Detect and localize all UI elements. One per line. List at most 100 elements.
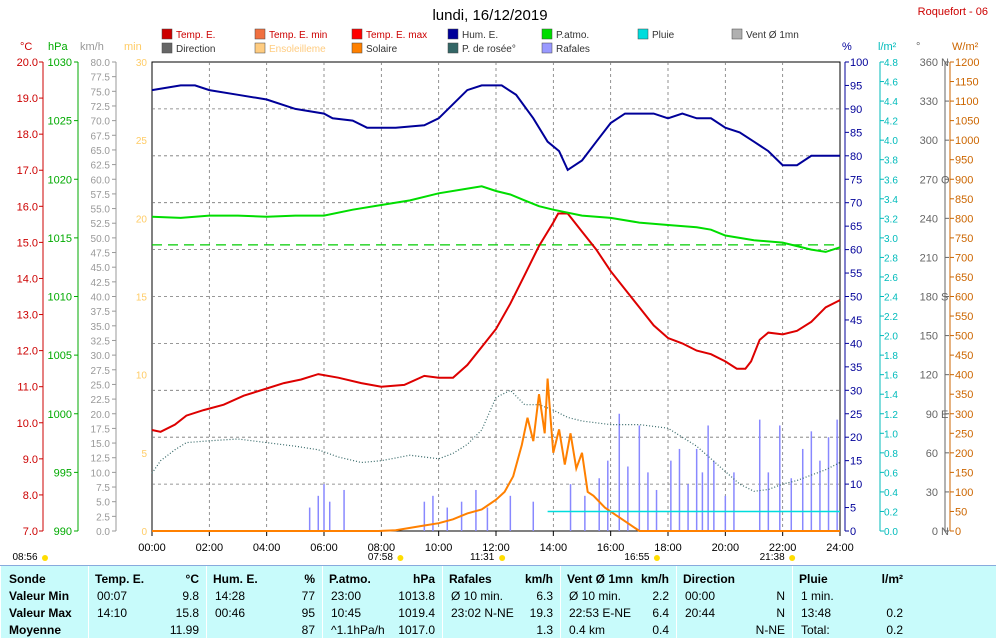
legend-swatch [541, 28, 553, 40]
summary-cell-time: 00:00 [685, 589, 716, 603]
solar-axis-tick-label: 250 [955, 428, 973, 440]
humidity-axis-tick-label: 75 [850, 174, 862, 186]
wind-axis-tick-label: 20.0 [91, 410, 111, 421]
wind-axis-tick-label: 15.0 [91, 439, 111, 450]
temp-axis-tick-label: 17.0 [17, 165, 38, 177]
summary-cell-time: 0.4 km [569, 623, 606, 637]
rain-axis-tick-label: 1.8 [884, 351, 898, 362]
summary-cell-value: 0.2 [886, 623, 903, 637]
temp-axis-tick-label: 20.0 [17, 57, 38, 69]
legend-swatch [161, 28, 173, 40]
wind-axis-tick-label: 5.0 [96, 498, 110, 509]
humidity-axis-tick-label: 70 [850, 198, 862, 210]
summary-cell-value: 1.3 [536, 623, 553, 637]
rain-axis-tick-label: 1.4 [884, 390, 898, 401]
time-tick-label: 18:00 [654, 542, 682, 554]
summary-column-head: Hum. E. [213, 572, 258, 586]
summary-cell-value: 9.8 [182, 589, 199, 603]
summary-column: Hum. E.% 14:28 77 00:46 95 87 [206, 566, 323, 638]
rain-axis-tick-label: 2.2 [884, 312, 898, 323]
sun-event-label: 07:58 [368, 552, 393, 563]
humidity-axis-tick-label: 25 [850, 409, 862, 421]
summary-column-unit: l/m² [881, 572, 903, 586]
wind-axis-tick-label: 57.5 [91, 190, 111, 201]
wind-axis-tick-label: 32.5 [91, 336, 111, 347]
direction-unit: ° [916, 41, 920, 53]
summary-cell-time: 10:45 [331, 606, 362, 620]
rain-axis-tick-label: 2.0 [884, 332, 898, 343]
summary-cell-value: 1019.4 [398, 606, 435, 620]
summary-cell-value: N-NE [755, 623, 785, 637]
rain-axis-tick-label: 4.2 [884, 117, 898, 128]
direction-tick-label: 60 [926, 448, 938, 460]
summary-column-unit: hPa [412, 572, 435, 586]
time-tick-label: 02:00 [196, 542, 224, 554]
summary-cell-time: 20:44 [685, 606, 716, 620]
rain-axis-tick-label: 0.6 [884, 468, 898, 479]
sun-icon [397, 555, 404, 561]
temp-axis-tick-label: 18.0 [17, 129, 38, 141]
summary-table: Sonde Valeur Min Valeur Max Moyenne Temp. E.… [0, 565, 996, 638]
series-line [152, 378, 840, 532]
rain-axis-tick-label: 1.0 [884, 429, 898, 440]
solar-axis-tick-label: 450 [955, 350, 973, 362]
wind-axis-tick-label: 10.0 [91, 468, 111, 479]
summary-column-head: Direction [683, 572, 736, 586]
humidity-axis-tick-label: 90 [850, 104, 862, 116]
summary-column-head: Temp. E. [95, 572, 145, 586]
rain-axis-tick-label: 0.8 [884, 449, 898, 460]
rain-axis-tick-label: 4.8 [884, 58, 898, 69]
summary-column-head: Vent Ø 1mn [567, 572, 634, 586]
temp-axis-tick-label: 8.0 [23, 490, 38, 502]
summary-column: Direction 00:00 N 20:44 N N-NE [676, 566, 793, 638]
inner-tick-label: 10 [136, 371, 148, 382]
humidity-axis-tick-label: 50 [850, 292, 862, 304]
wind-axis-tick-label: 50.0 [91, 234, 111, 245]
solar-axis-tick-label: 600 [955, 292, 973, 304]
humidity-axis-tick-label: 45 [850, 315, 862, 327]
legend-label: Rafales [556, 44, 590, 55]
direction-tick-label: 120 [920, 370, 938, 382]
temp-axis-tick-label: 11.0 [17, 382, 38, 394]
legend-label: Vent Ø 1mn [746, 30, 799, 41]
solar-axis-tick-label: 50 [955, 506, 967, 518]
direction-tick-label: 30 [926, 487, 938, 499]
time-tick-label: 06:00 [310, 542, 338, 554]
direction-tick-label: 180 [920, 292, 938, 304]
pressure-unit: hPa [48, 41, 68, 53]
summary-cell-time: 23:00 [331, 589, 362, 603]
summary-column-unit: % [304, 572, 315, 586]
min-unit: min [124, 41, 142, 53]
summary-row-label: Valeur Max [9, 606, 72, 620]
wind-axis-tick-label: 7.5 [96, 483, 110, 494]
rain-axis-tick-label: 3.2 [884, 214, 898, 225]
legend-label: Hum. E. [462, 30, 498, 41]
rain-axis-tick-label: 4.4 [884, 97, 898, 108]
chart-title: lundi, 16/12/2019 [432, 7, 547, 24]
wind-axis-tick-label: 25.0 [91, 380, 111, 391]
inner-tick-label: 30 [136, 58, 148, 69]
summary-cell-value: 77 [301, 589, 315, 603]
solar-axis-tick-label: 650 [955, 272, 973, 284]
summary-row-label: Moyenne [9, 623, 62, 637]
solar-axis-tick-label: 950 [955, 155, 973, 167]
summary-column: Pluie l/m² 1 min. 13:48 0.2 Total: 0.2 [792, 566, 911, 638]
rain-axis-tick-label: 3.0 [884, 234, 898, 245]
summary-cell-value: N [776, 606, 785, 620]
wind-axis-tick-label: 72.5 [91, 102, 111, 113]
time-tick-label: 12:00 [482, 542, 510, 554]
solar-axis-tick-label: 850 [955, 194, 973, 206]
direction-tick-label: 270 [920, 174, 938, 186]
humidity-axis-tick-label: 80 [850, 151, 862, 163]
humidity-axis-tick-label: 10 [850, 479, 862, 491]
solar-axis-tick-label: 500 [955, 331, 973, 343]
summary-cell-time: 14:28 [215, 589, 246, 603]
direction-cardinal: N [941, 57, 949, 69]
summary-cell-value: 11.99 [169, 623, 199, 637]
legend-swatch [541, 42, 553, 54]
wind-axis-tick-label: 12.5 [91, 454, 111, 465]
summary-column: Sonde Valeur Min Valeur Max Moyenne [0, 566, 89, 638]
solar-axis-tick-label: 1200 [955, 57, 979, 69]
wind-axis-tick-label: 37.5 [91, 307, 111, 318]
summary-cell-value: N [776, 589, 785, 603]
